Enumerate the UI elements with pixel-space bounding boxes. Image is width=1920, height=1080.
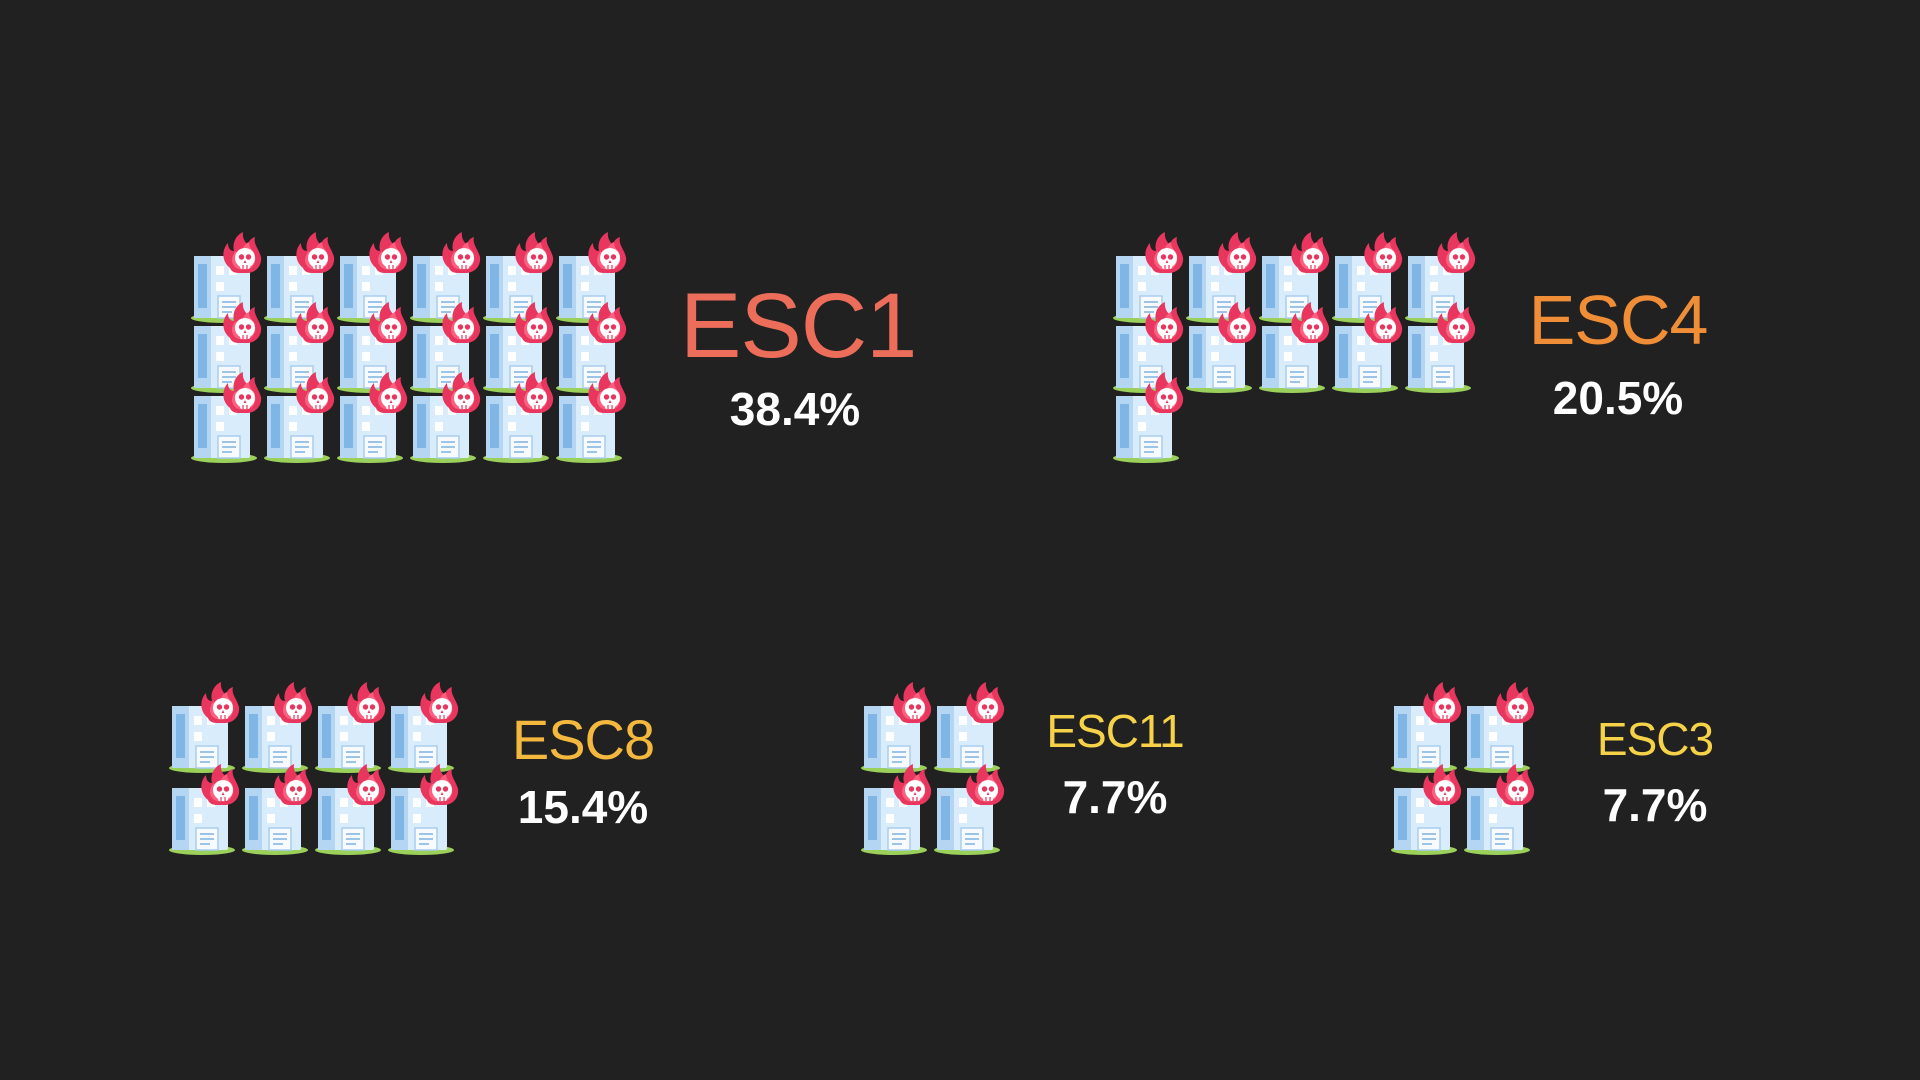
burning-building-skull-icon [241, 762, 314, 855]
burning-building-skull-icon [1390, 762, 1463, 855]
burning-building-skull-icon [168, 762, 241, 855]
burning-building-skull-icon [263, 300, 336, 393]
icon-grid-esc8 [168, 680, 460, 855]
burning-building-skull-icon [482, 230, 555, 323]
burning-building-skull-icon [555, 300, 628, 393]
label-block-esc3: ESC3 7.7% [1580, 716, 1730, 828]
burning-building-skull-icon [1112, 300, 1185, 393]
icon-grid-esc1 [190, 230, 628, 463]
burning-building-skull-icon [1185, 300, 1258, 393]
icon-grid-esc4 [1112, 230, 1477, 463]
burning-building-skull-icon [1390, 680, 1463, 773]
burning-building-skull-icon [409, 300, 482, 393]
burning-building-skull-icon [263, 230, 336, 323]
burning-building-skull-icon [1331, 230, 1404, 323]
label-block-esc1: ESC1 38.4% [680, 275, 917, 435]
icon-grid-esc3 [1390, 680, 1536, 855]
icon-grid-esc11 [860, 680, 1006, 855]
category-label-esc8: ESC8 [511, 708, 655, 771]
percent-label-esc1: 38.4% [729, 383, 861, 435]
burning-building-skull-icon [387, 762, 460, 855]
burning-building-skull-icon [336, 370, 409, 463]
burning-building-skull-icon [409, 370, 482, 463]
percent-label-esc8: 15.4% [517, 781, 649, 833]
category-label-esc11: ESC11 [1046, 705, 1184, 757]
burning-building-skull-icon [933, 762, 1006, 855]
burning-building-skull-icon [1463, 680, 1536, 773]
burning-building-skull-icon [168, 680, 241, 773]
burning-building-skull-icon [263, 370, 336, 463]
burning-building-skull-icon [1331, 300, 1404, 393]
label-block-esc8: ESC8 15.4% [498, 708, 668, 833]
label-block-esc11: ESC11 7.7% [1040, 708, 1190, 820]
burning-building-skull-icon [1258, 300, 1331, 393]
burning-building-skull-icon [241, 680, 314, 773]
percent-label-esc3: 7.7% [1602, 779, 1708, 831]
burning-building-skull-icon [482, 300, 555, 393]
burning-building-skull-icon [860, 680, 933, 773]
burning-building-skull-icon [336, 300, 409, 393]
category-label-esc3: ESC3 [1596, 713, 1714, 765]
category-label-esc1: ESC1 [680, 275, 917, 377]
burning-building-skull-icon [190, 300, 263, 393]
burning-building-skull-icon [387, 680, 460, 773]
burning-building-skull-icon [1463, 762, 1536, 855]
burning-building-skull-icon [314, 680, 387, 773]
burning-building-skull-icon [482, 370, 555, 463]
category-label-esc4: ESC4 [1528, 281, 1709, 359]
burning-building-skull-icon [555, 230, 628, 323]
burning-building-skull-icon [190, 370, 263, 463]
burning-building-skull-icon [555, 370, 628, 463]
burning-building-skull-icon [336, 230, 409, 323]
burning-building-skull-icon [190, 230, 263, 323]
burning-building-skull-icon [933, 680, 1006, 773]
burning-building-skull-icon [1404, 300, 1477, 393]
burning-building-skull-icon [409, 230, 482, 323]
burning-building-skull-icon [314, 762, 387, 855]
burning-building-skull-icon [1112, 230, 1185, 323]
burning-building-skull-icon [1258, 230, 1331, 323]
burning-building-skull-icon [1185, 230, 1258, 323]
burning-building-skull-icon [1112, 370, 1185, 463]
burning-building-skull-icon [1404, 230, 1477, 323]
percent-label-esc4: 20.5% [1552, 372, 1684, 424]
burning-building-skull-icon [860, 762, 933, 855]
label-block-esc4: ESC4 20.5% [1518, 285, 1718, 421]
percent-label-esc11: 7.7% [1062, 771, 1168, 823]
